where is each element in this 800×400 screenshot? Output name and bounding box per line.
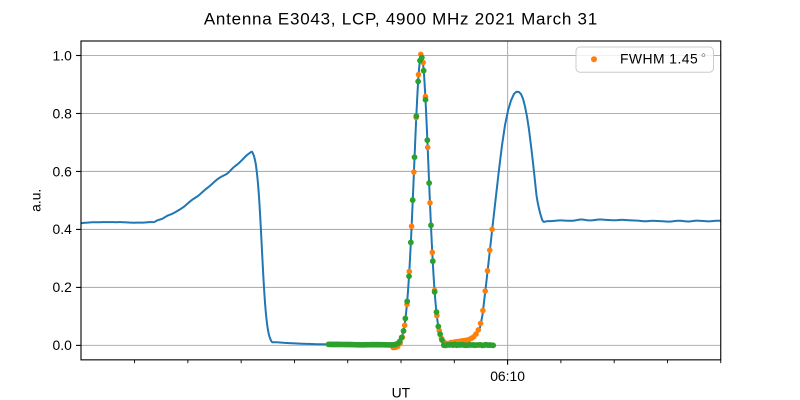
- svg-text:0.8: 0.8: [52, 105, 72, 121]
- svg-text:0.6: 0.6: [52, 163, 72, 179]
- svg-text:1.0: 1.0: [52, 47, 72, 63]
- svg-text:a.u.: a.u.: [27, 189, 43, 212]
- svg-text:0.4: 0.4: [52, 221, 72, 237]
- svg-text:0.0: 0.0: [52, 337, 72, 353]
- svg-text:UT: UT: [392, 385, 411, 400]
- svg-text:FWHM 1.45○: FWHM 1.45 ○: [620, 50, 706, 66]
- svg-text:Antenna E3043, LCP, 4900 MHz 2: Antenna E3043, LCP, 4900 MHz 2021 March …: [204, 9, 598, 28]
- svg-text:0.2: 0.2: [52, 279, 72, 295]
- svg-text:06:10: 06:10: [490, 368, 525, 384]
